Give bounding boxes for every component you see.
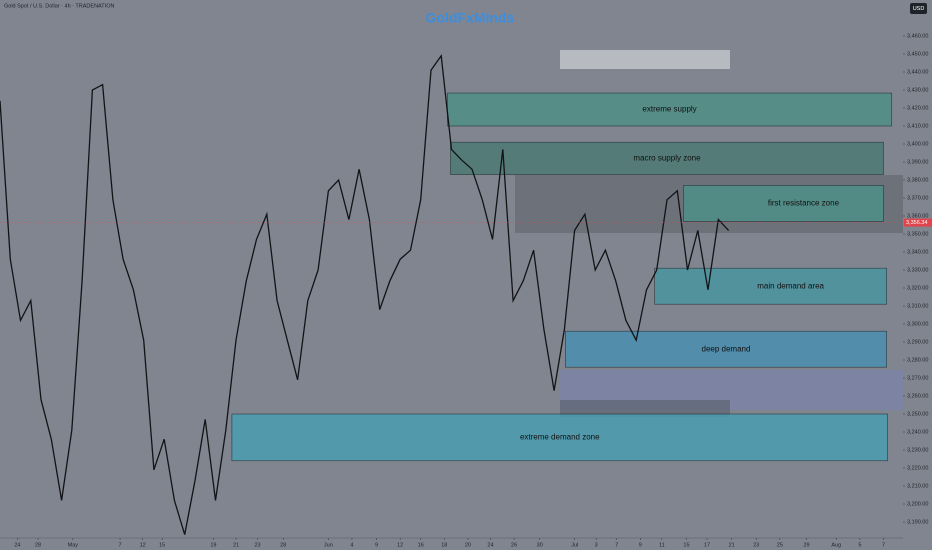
- y-tick-label: 3,370.00: [907, 195, 928, 201]
- x-tick-label: 21: [729, 542, 735, 548]
- x-tick-label: 28: [35, 542, 41, 548]
- x-tick-label: 15: [159, 542, 165, 548]
- y-tick-label: 3,460.00: [907, 33, 928, 39]
- currency-badge: [910, 3, 927, 14]
- y-tick-label: 3,320.00: [907, 285, 928, 291]
- shade-box: [560, 400, 730, 417]
- y-tick-label: 3,230.00: [907, 447, 928, 453]
- y-tick-label: 3,220.00: [907, 465, 928, 471]
- x-tick-label: 21: [233, 542, 239, 548]
- x-tick-label: 5: [858, 542, 861, 548]
- y-tick-label: 3,270.00: [907, 375, 928, 381]
- y-tick-label: 3,280.00: [907, 357, 928, 363]
- y-tick-label: 3,260.00: [907, 393, 928, 399]
- x-tick-label: 7: [882, 542, 885, 548]
- x-tick-label: 7: [119, 542, 122, 548]
- x-tick-label: 25: [777, 542, 783, 548]
- symbol: Gold Spot / U.S. Dollar · 4h · TRADENATI…: [4, 3, 114, 9]
- y-tick-label: 3,450.00: [907, 51, 928, 57]
- y-tick-label: 3,290.00: [907, 339, 928, 345]
- zone-label: main demand area: [757, 281, 824, 290]
- x-tick-label: Jul: [571, 542, 578, 548]
- x-tick-label: 26: [511, 542, 517, 548]
- chart-title: GoldFxMinds: [426, 10, 515, 26]
- x-tick-label: 12: [140, 542, 146, 548]
- x-tick-label: 24: [14, 542, 20, 548]
- x-tick-label: 7: [615, 542, 618, 548]
- zone: [654, 267, 887, 305]
- currency: USD: [913, 6, 925, 12]
- x-tick-label: 4: [350, 542, 353, 548]
- y-tick-label: 3,410.00: [907, 123, 928, 129]
- y-tick-label: 3,190.00: [907, 519, 928, 525]
- y-tick-label: 3,400.00: [907, 141, 928, 147]
- x-tick-label: Aug: [831, 542, 841, 548]
- zone-label: macro supply zone: [633, 154, 701, 163]
- x-tick-label: 9: [375, 542, 378, 548]
- y-tick-label: 3,200.00: [907, 501, 928, 507]
- y-tick-label: 3,350.00: [907, 231, 928, 237]
- y-tick-label: 3,340.00: [907, 249, 928, 255]
- zone: [565, 330, 887, 368]
- zone: [231, 413, 888, 462]
- y-tick-label: 3,310.00: [907, 303, 928, 309]
- zone: [683, 185, 884, 222]
- y-tick-label: 3,240.00: [907, 429, 928, 435]
- x-tick-label: Jun: [324, 542, 333, 548]
- x-tick-label: 28: [280, 542, 286, 548]
- shade-box: [560, 50, 730, 69]
- y-tick-label: 3,380.00: [907, 177, 928, 183]
- x-tick-label: 12: [397, 542, 403, 548]
- x-tick-label: 9: [639, 542, 642, 548]
- price-line: [0, 54, 730, 535]
- last-price-badge: [904, 218, 932, 227]
- x-tick-label: 24: [487, 542, 493, 548]
- x-tick-label: 17: [704, 542, 710, 548]
- y-tick-label: 3,430.00: [907, 87, 928, 93]
- y-tick-label: 3,250.00: [907, 411, 928, 417]
- y-tick-label: 3,300.00: [907, 321, 928, 327]
- zone-label: deep demand: [702, 344, 751, 353]
- y-tick-label: 3,420.00: [907, 105, 928, 111]
- y-tick-label: 3,210.00: [907, 483, 928, 489]
- x-tick-label: 19: [210, 542, 216, 548]
- x-tick-label: 18: [441, 542, 447, 548]
- x-tick-label: 23: [254, 542, 260, 548]
- last-price-label: 3,356.34: [906, 220, 927, 226]
- x-tick-label: May: [68, 542, 79, 548]
- x-tick-label: 23: [753, 542, 759, 548]
- y-tick-label: 3,360.00: [907, 213, 928, 219]
- y-tick-label: 3,330.00: [907, 267, 928, 273]
- x-tick-label: 29: [803, 542, 809, 548]
- y-tick-label: 3,440.00: [907, 69, 928, 75]
- zone-label: extreme demand zone: [520, 433, 600, 442]
- zone-label: first resistance zone: [768, 199, 840, 208]
- zone-label: extreme supply: [642, 105, 696, 114]
- x-tick-label: 16: [418, 542, 424, 548]
- x-tick-label: 3: [595, 542, 598, 548]
- x-tick-label: 20: [465, 542, 471, 548]
- x-tick-label: 11: [659, 542, 665, 548]
- x-tick-label: 15: [683, 542, 689, 548]
- price-axis: [903, 0, 932, 550]
- zone: [450, 141, 884, 175]
- y-tick-label: 3,390.00: [907, 159, 928, 165]
- x-tick-label: 30: [537, 542, 543, 548]
